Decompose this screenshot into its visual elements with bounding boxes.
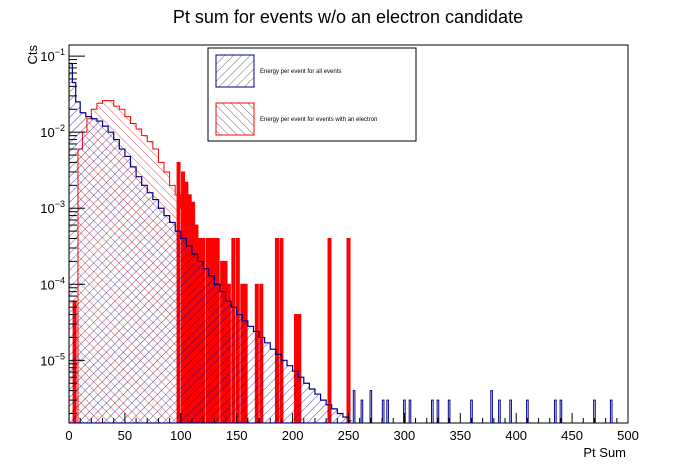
axes-group: 0 50 100 150 200 250 300 350 400 450 500 10−1 10−2 10… — [40, 47, 639, 443]
y-tick-label: 10−2 — [40, 123, 65, 140]
all-events-spike-bar — [498, 399, 501, 423]
x-tick-label: 450 — [561, 428, 583, 443]
x-tick-label: 350 — [449, 428, 471, 443]
x-tick-label: 300 — [394, 428, 416, 443]
series-all-events-area — [69, 62, 352, 423]
all-events-spike-bar — [408, 399, 412, 423]
electron-spike-bar — [279, 237, 284, 423]
legend-swatch-all-events — [215, 54, 255, 88]
legend-label-electron-events: Energy per event for events with an elec… — [260, 117, 377, 123]
all-events-spike-bar — [369, 390, 373, 423]
electron-spike-bar — [274, 237, 279, 423]
x-tick-label: 400 — [505, 428, 527, 443]
electron-spike-bar — [346, 237, 351, 423]
x-tick-label: 250 — [338, 428, 360, 443]
y-tick-label: 10−3 — [40, 199, 65, 216]
all-events-spike-bar — [431, 399, 434, 423]
chart-title: Pt sum for events w/o an electron candid… — [173, 7, 523, 27]
y-tick-label: 10−4 — [40, 275, 65, 292]
all-events-spike-bar — [554, 399, 557, 423]
x-tick-label: 500 — [617, 428, 639, 443]
legend: Energy per event for all events Energy p… — [207, 47, 417, 142]
all-events-spike-bar — [352, 390, 356, 423]
all-events-spike-bar — [490, 390, 493, 423]
x-tick-label: 0 — [65, 428, 72, 443]
legend-swatch-electron-events — [215, 102, 255, 136]
all-events-spike-bar — [386, 399, 389, 423]
x-axis-label: Pt Sum — [583, 445, 626, 460]
electron-spike-bar — [297, 314, 302, 423]
x-tick-label: 200 — [282, 428, 304, 443]
all-events-spike-bar — [381, 399, 385, 423]
x-tick-label: 50 — [118, 428, 132, 443]
y-axis-label: Cts — [25, 45, 40, 65]
electron-spike-bar — [327, 237, 332, 423]
all-events-spike-bar — [609, 399, 613, 423]
y-tick-label: 10−5 — [40, 351, 65, 368]
y-tick-label: 10−1 — [40, 47, 65, 64]
x-tick-label: 100 — [170, 428, 192, 443]
legend-label-all-events: Energy per event for all events — [260, 69, 341, 75]
all-events-spike-bar — [360, 399, 364, 423]
all-events-spike-bar — [509, 399, 512, 423]
chart-marks — [69, 62, 613, 423]
x-tick-label: 150 — [226, 428, 248, 443]
